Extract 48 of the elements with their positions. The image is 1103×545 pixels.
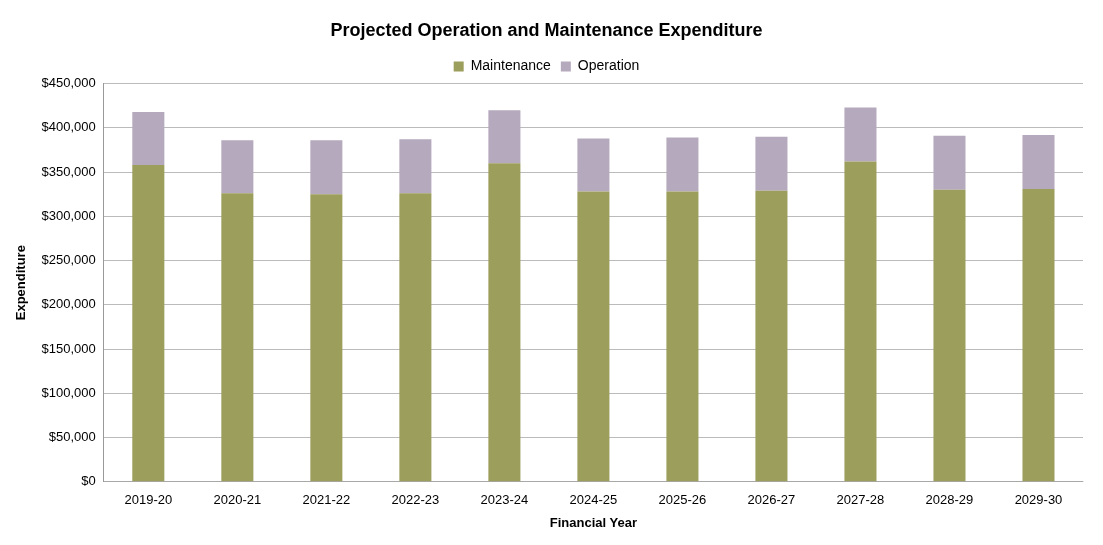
legend-label: Operation [577,57,640,74]
bar [844,161,877,482]
y-tick-label: $250,000 [41,252,96,268]
legend-label: Maintenance [470,57,552,74]
bar [132,111,165,166]
bar [755,190,788,482]
bar [399,139,432,194]
bar [755,136,788,191]
y-tick-label: $0 [81,473,96,489]
x-tick-label: 2025-26 [658,492,707,508]
bar [132,165,165,482]
x-tick-label: 2026-27 [747,492,796,508]
bar [577,138,610,192]
y-tick-label: $50,000 [48,429,96,445]
x-tick-label: 2019-20 [124,492,173,508]
bar [221,193,254,482]
bar [399,193,432,482]
chart-title: Projected Operation and Maintenance Expenditure [330,19,763,40]
x-tick-label: 2021-22 [302,492,351,508]
y-tick-label: $100,000 [41,384,96,400]
x-tick-label: 2027-28 [836,492,885,508]
bar [577,191,610,482]
bar [488,110,521,164]
y-tick-label: $150,000 [41,340,96,356]
x-axis-title: Financial Year [549,514,638,530]
bar [844,107,877,162]
y-tick-label: $450,000 [41,75,96,91]
x-tick-label: 2029-30 [1014,492,1063,508]
x-tick-label: 2020-21 [213,492,262,508]
bar [310,194,343,482]
x-tick-label: 2024-25 [569,492,618,508]
y-tick-label: $200,000 [41,296,96,312]
bar [666,191,699,482]
y-tick-label: $300,000 [41,207,96,223]
y-tick-label: $400,000 [41,119,96,135]
bar [933,189,966,482]
x-tick-label: 2022-23 [391,492,440,508]
x-tick-label: 2028-29 [925,492,974,508]
x-tick-label: 2023-24 [480,492,529,508]
bar [310,140,343,195]
bar [488,163,521,482]
bar [666,137,699,192]
bar [1022,188,1055,482]
bar [933,135,966,190]
bar [221,140,254,194]
bar [1022,134,1055,189]
y-tick-label: $350,000 [41,163,96,179]
y-axis-title: Expenditure [13,245,29,321]
